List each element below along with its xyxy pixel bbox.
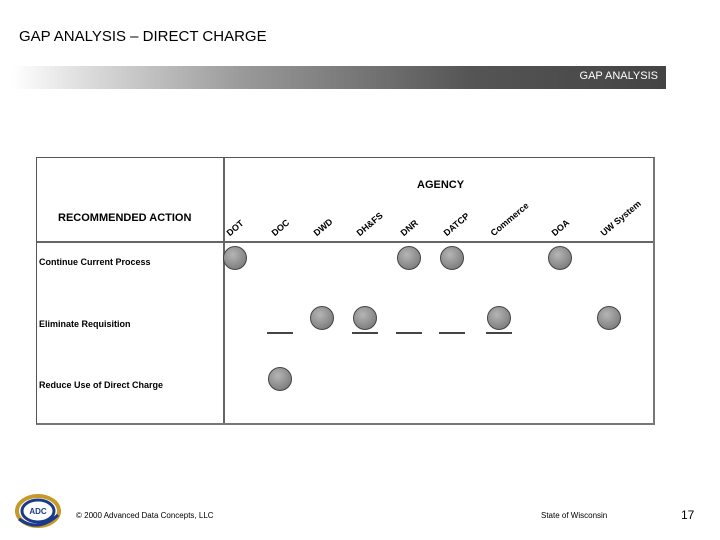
- row-label-continue-current-process: Continue Current Process: [39, 257, 151, 267]
- agency-label-dnr: DNR: [398, 217, 420, 238]
- recommendation-dot-dot: [223, 246, 247, 270]
- agency-label-datcp: DATCP: [441, 210, 472, 238]
- recommended-action-heading: RECOMMENDED ACTION: [58, 212, 192, 224]
- section-banner: GAP ANALYSIS: [12, 66, 666, 89]
- page-number: 17: [681, 508, 695, 522]
- copyright-text: © 2000 Advanced Data Concepts, LLC: [76, 511, 214, 520]
- page-title: GAP ANALYSIS – DIRECT CHARGE: [19, 28, 267, 45]
- agency-label-commerce: Commerce: [488, 200, 531, 238]
- agency-label-dwd: DWD: [311, 216, 335, 238]
- logo-text: ADC: [29, 507, 47, 516]
- recommendation-dot-commerce: [487, 306, 511, 330]
- banner-label: GAP ANALYSIS: [579, 70, 658, 82]
- partial-marker-dh-fs: [352, 332, 378, 334]
- partial-marker-datcp: [439, 332, 465, 334]
- agency-label-dh-fs: DH&FS: [354, 210, 385, 238]
- logo-swoosh: [18, 513, 60, 527]
- organization-text: State of Wisconsin: [541, 511, 608, 520]
- row-label-reduce-use-of-direct-charge: Reduce Use of Direct Charge: [39, 380, 164, 390]
- agency-label-uw-system: UW System: [598, 198, 643, 238]
- recommendation-dot-datcp: [440, 246, 464, 270]
- recommendation-dot-doc: [268, 367, 292, 391]
- adc-logo: ADC: [15, 494, 61, 528]
- agency-label-doa: DOA: [549, 217, 572, 238]
- row-label-eliminate-requisition: Eliminate Requisition: [39, 319, 131, 329]
- partial-marker-doc: [267, 332, 293, 334]
- column-divider: [223, 158, 225, 423]
- recommendation-dot-dnr: [397, 246, 421, 270]
- recommendation-dot-uw-system: [597, 306, 621, 330]
- agency-label-doc: DOC: [269, 217, 292, 238]
- header-divider: [37, 241, 653, 243]
- recommendation-dot-doa: [548, 246, 572, 270]
- partial-marker-dnr: [396, 332, 422, 334]
- logo-ring-inner: [20, 498, 56, 524]
- gap-matrix: AGENCY RECOMMENDED ACTION DOT DOC DWD DH&FS…: [36, 157, 655, 425]
- recommendation-dot-dh-fs: [353, 306, 377, 330]
- agency-heading: AGENCY: [417, 179, 465, 191]
- recommendation-dot-dwd: [310, 306, 334, 330]
- agency-label-dot: DOT: [224, 218, 246, 238]
- partial-marker-commerce: [486, 332, 512, 334]
